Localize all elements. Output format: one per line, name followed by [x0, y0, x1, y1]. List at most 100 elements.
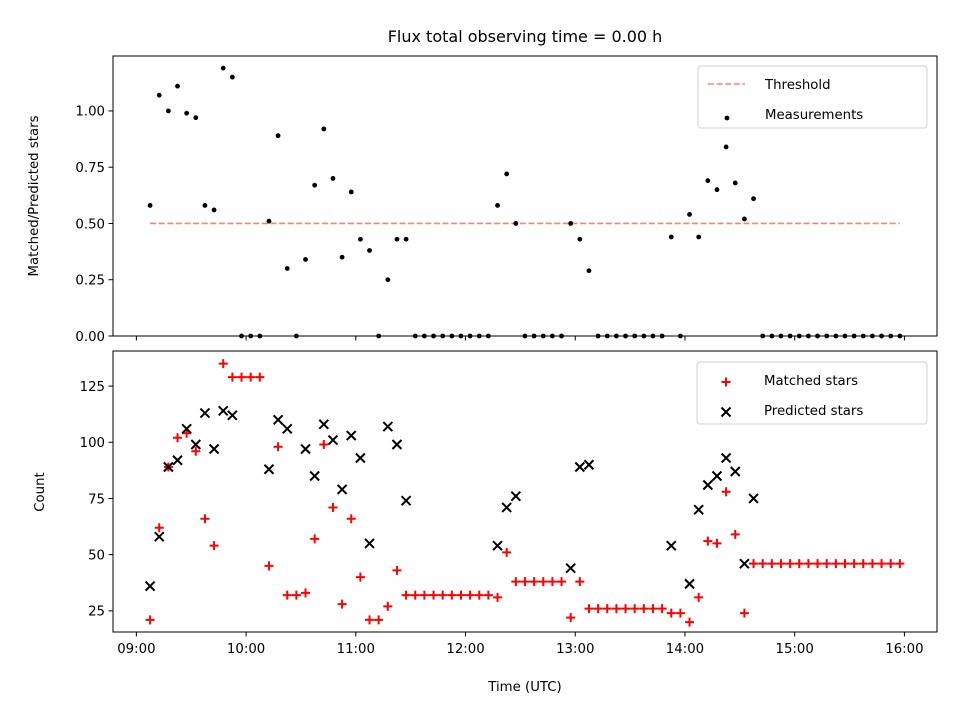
x-tick-label: 12:00: [446, 642, 484, 657]
measurement-point: [732, 180, 738, 186]
predicted-star-point: [711, 470, 723, 482]
top-y-tick-label: 0.75: [75, 161, 105, 176]
matched-star-point: [392, 565, 402, 575]
matched-star-point: [520, 577, 530, 587]
matched-star-point: [456, 590, 466, 600]
measurement-point: [220, 65, 226, 71]
predicted-star-point: [309, 470, 320, 482]
matched-star-point: [319, 440, 329, 450]
matched-star-point: [785, 559, 795, 569]
predicted-star-point: [282, 423, 293, 434]
matched-star-point: [438, 590, 448, 600]
matched-star-point: [794, 559, 804, 569]
matched-star-point: [858, 559, 868, 569]
matched-star-point: [273, 442, 283, 452]
measurement-point: [303, 257, 308, 262]
matched-star-point: [264, 561, 274, 571]
legend-label: Threshold: [764, 78, 831, 93]
matched-star-point: [831, 559, 841, 569]
predicted-star-point: [666, 540, 677, 551]
top-y-axis-label: Matched/Predicted stars: [27, 115, 42, 276]
predicted-star-point: [492, 540, 503, 551]
matched-star-point: [182, 428, 192, 438]
legend-matched-swatch: [721, 377, 731, 387]
matched-star-point: [621, 604, 631, 614]
bottom-legend: Matched stars Predicted stars: [696, 361, 928, 425]
predicted-star-point: [181, 423, 192, 434]
predicted-star-point: [583, 459, 595, 470]
top-plot: 0.00 0.25 0.50 0.75 1.00 Threshold Measurement…: [75, 55, 938, 345]
measurement-point: [723, 144, 729, 150]
predicted-star-point: [327, 434, 339, 446]
top-y-tick-label: 0.50: [75, 217, 105, 232]
matched-star-point: [566, 613, 576, 623]
matched-star-point: [154, 523, 164, 533]
matched-star-point: [255, 372, 265, 382]
measurement-point: [742, 216, 747, 222]
legend-box: [696, 361, 928, 425]
predicted-star-point: [720, 452, 732, 464]
matched-star-point: [547, 577, 557, 587]
matched-star-point: [301, 588, 311, 598]
measurement-point: [367, 248, 372, 253]
matched-star-point: [703, 536, 713, 546]
matched-star-point: [209, 541, 219, 551]
top-y-tick-label: 1.00: [75, 105, 105, 120]
measurement-point: [504, 171, 510, 177]
matched-star-point: [419, 590, 429, 600]
matched-star-point: [511, 577, 521, 587]
bottom-y-tick-label: 25: [88, 605, 105, 620]
matched-star-point: [328, 502, 338, 512]
matched-star-point: [410, 590, 420, 600]
matched-star-point: [630, 604, 640, 614]
matched-star-point: [465, 590, 475, 600]
predicted-star-point: [501, 502, 512, 513]
measurement-point: [211, 207, 217, 213]
x-axis-label: Time (UTC): [487, 680, 562, 695]
x-tick-label: 10:00: [227, 642, 265, 657]
matched-star-point: [602, 604, 612, 614]
predicted-star-point: [172, 455, 183, 466]
measurement-point: [495, 203, 500, 208]
bottom-y-axis-label: Count: [33, 472, 48, 512]
legend-label: Matched stars: [764, 374, 858, 389]
measurement-point: [714, 187, 720, 193]
matched-star-point: [191, 446, 201, 456]
predicted-star-point: [510, 491, 522, 502]
matched-star-point: [173, 433, 183, 443]
x-tick-label: 09:00: [117, 642, 155, 657]
measurement-point: [568, 221, 574, 226]
matched-star-point: [483, 590, 493, 600]
bottom-y-tick-label: 50: [88, 548, 105, 563]
measurement-point: [705, 178, 711, 184]
matched-star-point: [401, 590, 411, 600]
top-y-tick-label: 0.00: [75, 330, 105, 345]
matched-star-point: [429, 590, 439, 600]
matched-star-point: [493, 592, 503, 602]
matched-star-point: [685, 617, 695, 627]
predicted-star-point: [400, 495, 412, 506]
measurement-point: [348, 189, 354, 195]
x-tick-label: 16:00: [885, 642, 923, 657]
matched-star-point: [538, 577, 548, 587]
predicted-star-point: [163, 461, 174, 473]
matched-star-point: [337, 599, 347, 609]
predicted-star-point: [227, 410, 238, 421]
matched-star-point: [813, 559, 823, 569]
matched-star-point: [575, 577, 585, 587]
predicted-star-point: [336, 484, 348, 495]
matched-star-point: [365, 615, 375, 625]
measurement-point: [357, 236, 363, 242]
matched-star-point: [721, 487, 731, 497]
bottom-y-tick-label: 125: [80, 380, 105, 395]
predicted-star-point: [574, 461, 586, 473]
measurement-point: [330, 176, 336, 181]
measurement-point: [403, 236, 409, 242]
measurement-point: [202, 203, 208, 208]
matched-star-point: [200, 514, 210, 524]
measurement-point: [193, 115, 199, 121]
bottom-axes-frame: [112, 350, 938, 633]
predicted-star-point: [684, 578, 695, 590]
matched-star-point: [474, 590, 484, 600]
matched-star-point: [355, 572, 365, 582]
